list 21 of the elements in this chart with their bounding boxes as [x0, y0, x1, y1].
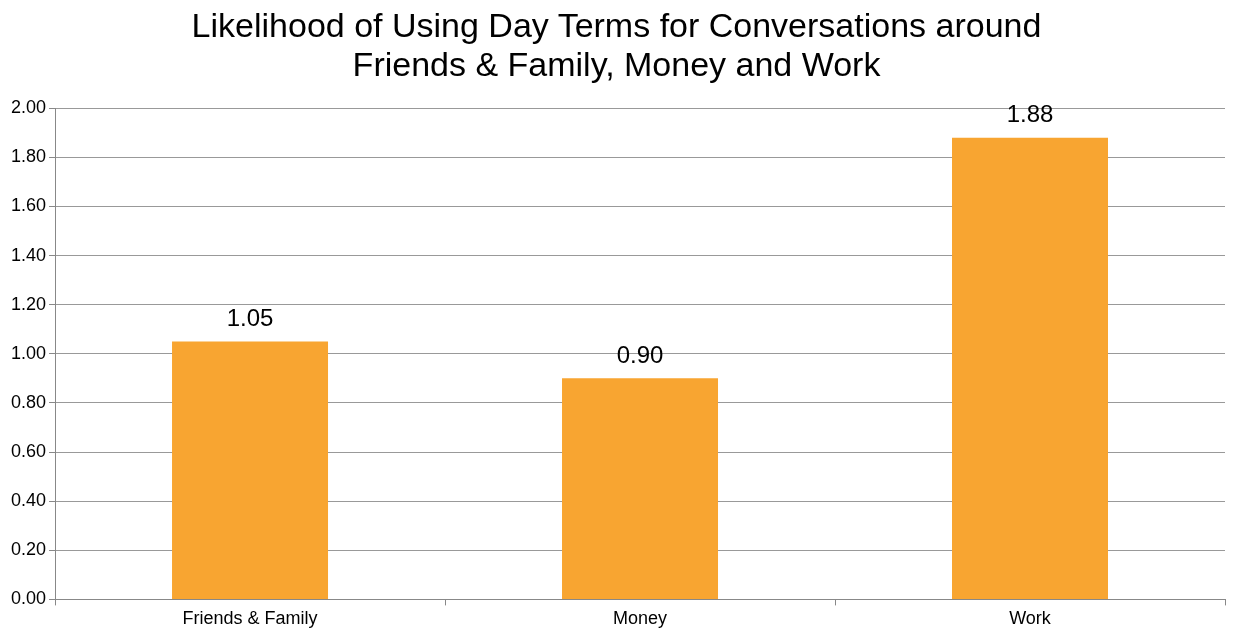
y-tick-label: 0.60: [10, 441, 47, 462]
x-tick-label: Friends & Family: [182, 608, 318, 629]
bar: [172, 341, 329, 599]
y-tick-label: 2.00: [10, 97, 47, 118]
data-label: 1.88: [1006, 100, 1054, 128]
y-tick-label: 1.00: [10, 342, 47, 363]
x-tick-label: Money: [613, 608, 668, 629]
y-tick-label: 1.60: [10, 195, 47, 216]
y-tick-label: 1.20: [10, 293, 47, 314]
x-tick-label: Work: [1009, 608, 1052, 629]
chart-title: Likelihood of Using Day Terms for Conversations around Friends & Family, Money and Work: [191, 5, 1042, 84]
y-tick-label: 0.20: [10, 539, 47, 560]
y-tick-label: 1.80: [10, 146, 47, 167]
data-label: 1.05: [226, 304, 274, 332]
y-tick-label: 1.40: [10, 244, 47, 265]
y-tick-label: 0.80: [10, 391, 47, 412]
data-label: 0.90: [616, 340, 664, 368]
bar: [952, 137, 1108, 599]
y-tick-label: 0.40: [10, 490, 47, 511]
bar: [562, 378, 719, 599]
y-tick-label: 0.00: [10, 588, 47, 609]
